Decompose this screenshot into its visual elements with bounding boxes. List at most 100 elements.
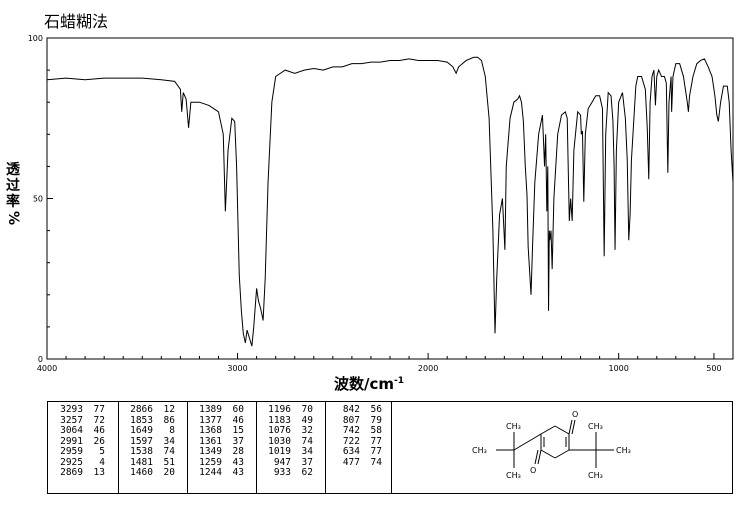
- peak-transmittance: 56: [370, 404, 382, 415]
- peak-column: 1196 70 1183 49 1076 32 1030 74 1019 34 947 37 933 62: [263, 404, 313, 479]
- peak-transmittance: 43: [232, 456, 244, 468]
- y-tick-label: 0: [38, 355, 43, 364]
- peak-wavenumber: 1368: [199, 425, 222, 436]
- y-axis-label-char: 过: [6, 178, 20, 194]
- y-axis-label-char: 率: [6, 194, 20, 210]
- peak-wavenumber: 2925: [60, 456, 83, 468]
- peak-row: 2866 12: [125, 404, 175, 416]
- peak-wavenumber: 2869: [60, 467, 83, 478]
- peak-wavenumber: 933: [273, 467, 291, 478]
- peak-transmittance: 32: [301, 425, 313, 436]
- peak-row: 1349 28: [194, 446, 244, 458]
- x-axis-label-sup: -1: [394, 376, 404, 386]
- peak-wavenumber: 1460: [130, 467, 153, 478]
- peak-row: 1649 8: [125, 425, 175, 437]
- peak-table: 3293 77 3257 72 3064 46 2991 26 2959 5 2925 4 2869 13…: [47, 401, 392, 494]
- peak-row: 1597 34: [125, 435, 175, 448]
- peak-wavenumber: 1361: [199, 435, 222, 447]
- peak-transmittance: 70: [301, 404, 313, 415]
- peak-transmittance: 4: [99, 456, 105, 468]
- peak-transmittance: 37: [301, 456, 313, 468]
- x-tick-label: 2000: [418, 364, 438, 372]
- peak-transmittance: 74: [301, 435, 313, 447]
- peak-column-divider: [118, 402, 119, 493]
- peak-row: 2991 26: [55, 435, 105, 448]
- x-tick-label: 4000: [37, 364, 57, 372]
- peak-wavenumber: 2866: [130, 404, 153, 415]
- peak-row: 1853 86: [125, 415, 175, 427]
- peak-row: 1460 20: [125, 467, 175, 479]
- peak-wavenumber: 2991: [60, 435, 83, 447]
- peak-wavenumber: 947: [273, 456, 291, 468]
- peak-row: 634 77: [332, 446, 382, 458]
- peak-row: 1259 43: [194, 456, 244, 469]
- peak-wavenumber: 842: [342, 404, 360, 415]
- peak-wavenumber: 1349: [199, 446, 222, 457]
- x-tick-label: 3000: [227, 364, 247, 372]
- peak-wavenumber: 1538: [130, 446, 153, 457]
- methyl-left-label: CH₃: [472, 446, 487, 455]
- peak-transmittance: 34: [163, 435, 175, 447]
- x-axis-label: 波数/cm-1: [0, 373, 738, 394]
- peak-row: 807 79: [332, 414, 382, 427]
- peak-wavenumber: 3064: [60, 425, 83, 436]
- peak-row: 3293 77: [55, 404, 105, 416]
- peak-row: 1368 15: [194, 425, 244, 437]
- peak-wavenumber: 742: [342, 425, 360, 436]
- peak-wavenumber: 1076: [268, 425, 291, 436]
- peak-transmittance: 46: [232, 414, 244, 426]
- peak-transmittance: 43: [232, 467, 244, 478]
- peak-row: 1361 37: [194, 435, 244, 448]
- peak-transmittance: 62: [301, 467, 313, 478]
- methyl-bottom-left-label: CH₃: [506, 471, 521, 480]
- peak-row: 2925 4: [55, 456, 105, 469]
- peak-column-divider: [256, 402, 257, 493]
- peak-row: 1019 34: [263, 446, 313, 458]
- peak-row: 1076 32: [263, 425, 313, 437]
- y-axis-label-char: 透: [6, 162, 20, 178]
- peak-transmittance: 60: [232, 404, 244, 415]
- peak-transmittance: 74: [163, 446, 175, 457]
- peak-transmittance: 79: [370, 414, 382, 426]
- spectrum-line: [46, 56, 734, 347]
- y-axis-label-unit: %: [5, 210, 21, 226]
- ir-spectrum-chart: 4000 3000 2000 1000 500 0 50 100: [28, 34, 734, 372]
- peak-transmittance: 49: [301, 414, 313, 426]
- peak-row: 722 77: [332, 435, 382, 448]
- peak-wavenumber: 1259: [199, 456, 222, 468]
- peak-wavenumber: 3257: [60, 414, 83, 426]
- peak-transmittance: 77: [370, 435, 382, 447]
- methyl-top-left-label: CH₃: [506, 422, 521, 431]
- peak-row: 842 56: [332, 404, 382, 416]
- x-axis-ticks: 4000 3000 2000 1000 500: [37, 353, 722, 372]
- y-axis-label: 透 过 率 %: [3, 162, 23, 226]
- y-axis-ticks: 0 50 100: [28, 34, 53, 364]
- peak-transmittance: 46: [93, 425, 105, 436]
- peak-row: 1030 74: [263, 435, 313, 448]
- peak-transmittance: 26: [93, 435, 105, 447]
- peak-row: 2869 13: [55, 467, 105, 479]
- peak-wavenumber: 1377: [199, 414, 222, 426]
- peak-transmittance: 20: [163, 467, 175, 478]
- peak-wavenumber: 1196: [268, 404, 291, 415]
- peak-transmittance: 72: [93, 414, 105, 426]
- peak-row: 947 37: [263, 456, 313, 469]
- peak-wavenumber: 1649: [130, 425, 153, 436]
- peak-column: 842 56 807 79 742 58 722 77 634 77 477 74: [332, 404, 382, 468]
- peak-wavenumber: 1183: [268, 414, 291, 426]
- peak-wavenumber: 1597: [130, 435, 153, 447]
- peak-transmittance: 58: [370, 425, 382, 436]
- peak-transmittance: 77: [370, 446, 382, 457]
- peak-wavenumber: 3293: [60, 404, 83, 415]
- peak-row: 933 62: [263, 467, 313, 479]
- peak-transmittance: 12: [163, 404, 175, 415]
- peak-row: 1538 74: [125, 446, 175, 458]
- peak-column: 1389 60 1377 46 1368 15 1361 37 1349 28 1259 43 1244…: [194, 404, 244, 479]
- molecule-structure: O O CH₃ CH₃ CH₃ CH₃ CH₃ CH₃: [472, 410, 631, 480]
- peak-transmittance: 74: [370, 456, 382, 468]
- peak-row: 742 58: [332, 425, 382, 437]
- peak-row: 2959 5: [55, 446, 105, 458]
- peak-transmittance: 51: [163, 456, 175, 468]
- peak-wavenumber: 1244: [199, 467, 222, 478]
- page-title: 石蜡糊法: [44, 12, 109, 31]
